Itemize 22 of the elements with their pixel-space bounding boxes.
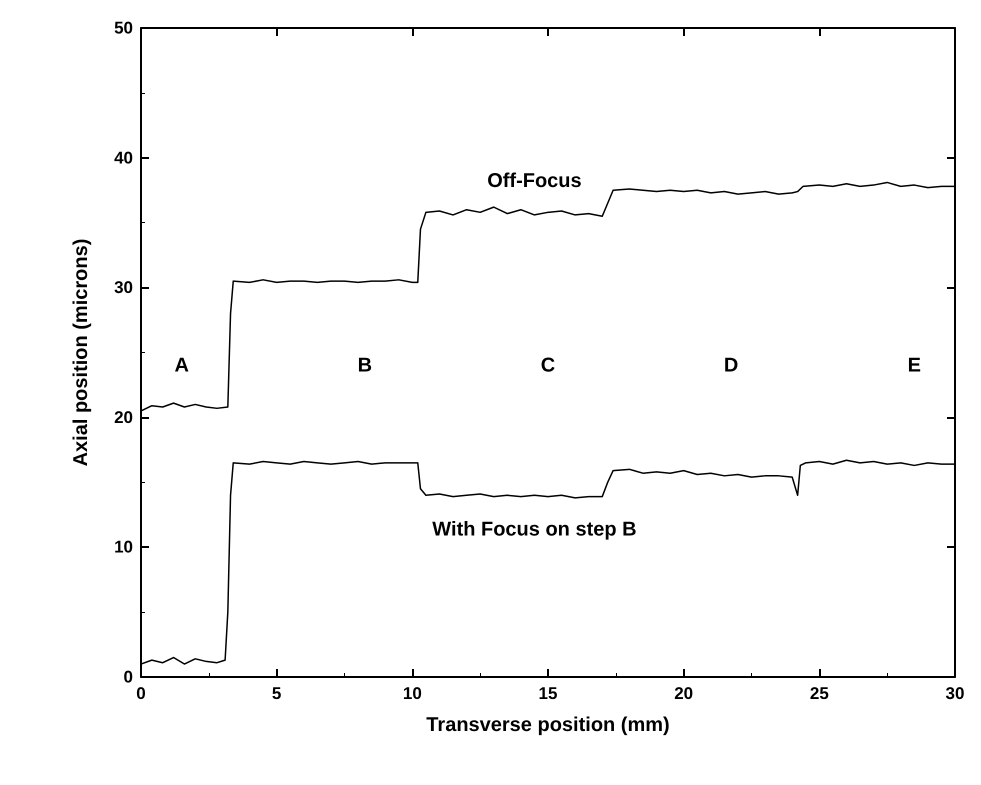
y-tick-label: 50: [114, 18, 133, 38]
y-tick-label: 0: [124, 668, 133, 686]
annotation: D: [724, 354, 738, 376]
x-tick-label: 10: [402, 684, 422, 703]
y-tick-label: 20: [114, 408, 133, 427]
x-tick-label: 30: [946, 684, 964, 703]
x-tick-label: 25: [810, 684, 829, 703]
x-tick-label: 15: [538, 684, 558, 703]
annotation: E: [908, 354, 921, 376]
y-tick-label: 30: [114, 278, 133, 298]
y-tick-label: 40: [114, 148, 133, 168]
series-label: With Focus on step B: [432, 518, 637, 540]
x-tick-label: 20: [674, 684, 694, 703]
y-axis-title: Axial position (microns): [70, 238, 92, 466]
x-tick-label: 5: [272, 684, 282, 703]
annotation: C: [540, 354, 556, 376]
y-tick-label: 10: [114, 538, 133, 557]
series-label: Off-Focus: [487, 170, 582, 192]
x-tick-label: 0: [136, 684, 146, 703]
annotation: A: [174, 354, 189, 376]
x-axis-title: Transverse position (mm): [426, 714, 670, 736]
annotation: B: [358, 354, 372, 376]
